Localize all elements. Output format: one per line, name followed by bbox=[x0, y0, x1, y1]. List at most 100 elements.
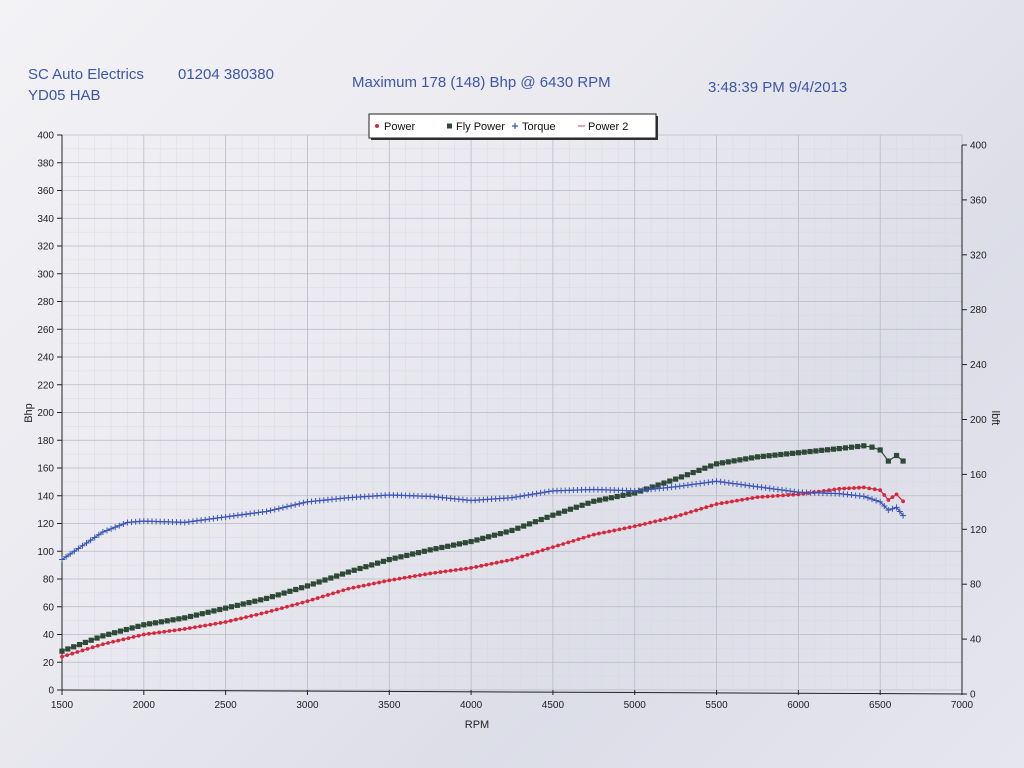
torque-series-line bbox=[61, 480, 904, 560]
fly-power-point bbox=[71, 644, 77, 650]
y-tick-label: 160 bbox=[37, 464, 54, 475]
chart-title: Maximum 178 (148) Bhp @ 6430 RPM bbox=[352, 74, 611, 91]
torque-point bbox=[63, 553, 70, 560]
power-series-line bbox=[61, 486, 904, 658]
fly-power-point bbox=[281, 590, 287, 596]
power-point bbox=[663, 517, 668, 521]
power-point bbox=[458, 567, 463, 572]
y-tick-label: 380 bbox=[37, 158, 54, 169]
y2-axis-label: lbft bbox=[989, 411, 1001, 426]
torque-point bbox=[864, 494, 871, 501]
power-point bbox=[70, 651, 75, 656]
fly-power-point bbox=[217, 606, 223, 613]
torque-point bbox=[893, 504, 900, 511]
power-point bbox=[535, 549, 540, 554]
fly-power-point bbox=[597, 497, 603, 503]
fly-power-point bbox=[205, 609, 211, 615]
y-tick-label: 200 bbox=[37, 408, 54, 419]
power-point bbox=[576, 537, 581, 542]
fly-power-point bbox=[789, 450, 796, 456]
power-point bbox=[689, 509, 693, 514]
torque-point bbox=[889, 505, 896, 512]
x-axis bbox=[61, 689, 963, 695]
fly-power-point bbox=[544, 514, 550, 520]
power-point bbox=[182, 627, 187, 631]
fly-power-point bbox=[328, 575, 334, 581]
torque-point bbox=[91, 534, 98, 541]
y-tick-label: 360 bbox=[37, 186, 54, 197]
power-point bbox=[755, 495, 760, 500]
y-tick-label: 40 bbox=[43, 630, 55, 641]
y-tick-label: 400 bbox=[37, 131, 54, 142]
fly-power-point bbox=[702, 465, 708, 471]
torque-point bbox=[83, 540, 90, 547]
fly-power-point bbox=[673, 476, 679, 482]
power-point bbox=[556, 543, 560, 548]
legend-label-power-2: Power 2 bbox=[588, 121, 628, 133]
legend-label-power: Power bbox=[384, 121, 416, 133]
torque-point bbox=[758, 484, 765, 491]
torque-point bbox=[275, 505, 282, 512]
power-point bbox=[387, 578, 392, 583]
x-tick-label: 5500 bbox=[705, 700, 728, 711]
torque-point bbox=[206, 516, 213, 523]
torque-point bbox=[734, 481, 740, 488]
power-point bbox=[75, 650, 80, 654]
fly-power-point bbox=[111, 630, 118, 636]
fly-power-point bbox=[614, 493, 620, 500]
torque-point bbox=[754, 483, 761, 490]
fly-power-point bbox=[462, 540, 468, 546]
fly-power-point bbox=[567, 506, 574, 512]
fly-power-point bbox=[678, 474, 685, 480]
fly-power-point bbox=[410, 551, 416, 557]
x-tick-label: 7000 bbox=[951, 700, 974, 711]
power-point bbox=[279, 606, 284, 611]
power-point bbox=[781, 493, 785, 498]
power-point bbox=[842, 486, 847, 491]
torque-point bbox=[226, 513, 233, 520]
fly-power-point bbox=[643, 486, 650, 492]
torque-point bbox=[541, 489, 548, 496]
power-point bbox=[901, 499, 905, 504]
power-point bbox=[382, 579, 387, 584]
fly-power-point bbox=[363, 564, 369, 570]
power-point bbox=[745, 496, 750, 501]
run-timestamp: 3:48:39 PM 9/4/2013 bbox=[708, 79, 848, 96]
fly-power-point bbox=[708, 463, 714, 469]
torque-point bbox=[234, 512, 241, 519]
fly-power-point bbox=[176, 616, 182, 622]
fly-power-point bbox=[152, 620, 159, 626]
fly-power-point bbox=[491, 532, 498, 538]
torque-point bbox=[709, 478, 716, 485]
power-point bbox=[418, 573, 422, 578]
x-tick-label: 3000 bbox=[296, 700, 319, 711]
fly-power-point bbox=[158, 619, 164, 625]
fly-power-point bbox=[415, 550, 422, 556]
y2-tick-label: 0 bbox=[970, 690, 976, 701]
legend-label-fly-power: Fly Power bbox=[456, 121, 505, 133]
power-point bbox=[886, 498, 891, 502]
power-point bbox=[890, 495, 895, 500]
power-point bbox=[704, 505, 709, 510]
x-axis-label: RPM bbox=[465, 719, 489, 731]
fly-power-point bbox=[386, 556, 392, 563]
torque-point bbox=[545, 488, 552, 495]
power-point bbox=[597, 531, 601, 536]
power-point bbox=[699, 506, 704, 511]
fly-power-point bbox=[591, 498, 597, 504]
fly-power-point bbox=[655, 482, 661, 488]
power-point bbox=[397, 576, 402, 581]
power-point bbox=[326, 593, 330, 597]
fly-power-point bbox=[772, 452, 778, 458]
fly-power-point bbox=[573, 504, 579, 510]
power-point bbox=[269, 609, 274, 613]
torque-point bbox=[721, 479, 728, 486]
torque-point bbox=[104, 527, 110, 534]
power-point bbox=[443, 569, 448, 574]
fly-power-point bbox=[59, 648, 65, 654]
x-tick-label: 6500 bbox=[869, 700, 892, 711]
x-tick-label: 4000 bbox=[460, 700, 483, 711]
y-tick-label: 180 bbox=[37, 436, 54, 447]
y-tick-label: 20 bbox=[43, 658, 55, 669]
fly-power-point bbox=[439, 544, 445, 551]
